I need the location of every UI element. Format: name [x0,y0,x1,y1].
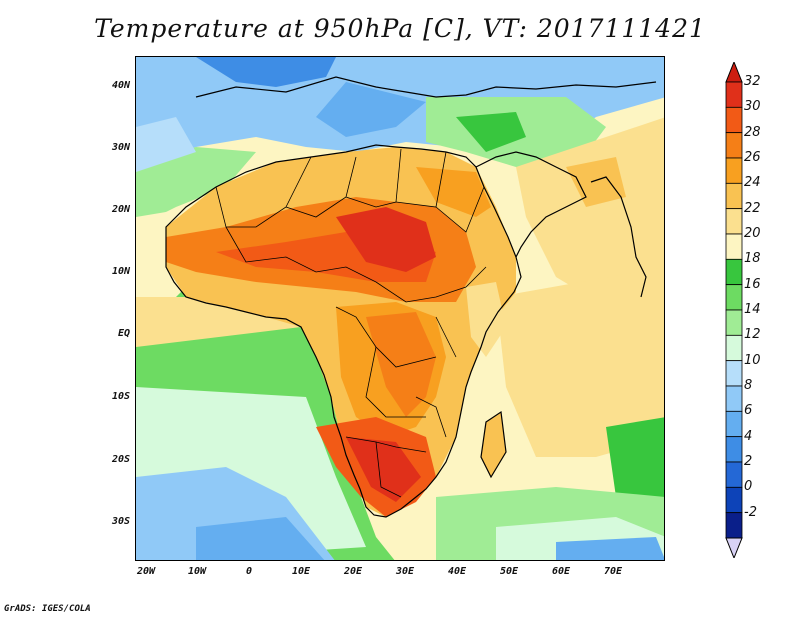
lat-label-10n: 10N [111,266,130,277]
indian-ocean-warm [496,267,664,457]
colorbar-label: 2 [744,454,753,469]
india-coastline [590,176,647,298]
indian-ocean-green [606,417,664,507]
colorbar-label: -2 [744,504,757,520]
colorbar-swatches [725,81,743,539]
colorbar-swatch [725,436,743,463]
colorbar-swatch [725,512,743,539]
colorbar-label: 28 [744,124,761,140]
arabia-coastline [475,151,587,258]
colorbar-swatch [725,157,743,184]
lat-label-40n: 40N [111,80,130,91]
colorbar-swatch [725,334,743,362]
colorbar-swatch [725,486,743,514]
colorbar-swatch [725,309,743,336]
colorbar-swatch [725,360,743,387]
lat-label-30s: 30S [111,516,130,527]
middle-east-green [456,112,526,152]
colorbar-swatch [725,410,743,438]
lon-label-20e: 20E [343,566,363,577]
arabia-warmer [566,157,626,207]
page-title: Temperature at 950hPa [C], VT: 201711142… [94,14,706,43]
colorbar-label: 24 [744,175,761,191]
colorbar-swatch [725,258,743,286]
lon-label-60e: 60E [551,566,571,577]
colorbar-label: 32 [744,74,761,89]
lat-label-eq: EQ [117,328,130,339]
colorbar-swatch [725,385,743,412]
colorbar-top-arrow [725,62,743,83]
southern-ocean-cold [556,537,664,560]
colorbar-swatch [725,284,743,311]
colorbar-swatch [725,132,743,159]
atlantic-cool [136,117,196,172]
colorbar-label: 12 [744,327,761,343]
lat-label-10s: 10S [111,391,130,402]
colorbar [725,62,743,558]
north-sahara-hot [416,167,491,217]
colorbar-label: 10 [744,352,761,368]
lon-label-70e: 70E [603,566,623,577]
madagascar [481,412,506,477]
lon-label-50e: 50E [499,566,519,577]
colorbar-swatch [725,461,743,488]
lat-label-20s: 20S [111,454,130,465]
lon-label-0: 0 [245,566,253,577]
colorbar-label: 30 [744,99,761,115]
mediterranean-sea [316,82,426,137]
colorbar-swatch [725,182,743,210]
colorbar-label: 22 [744,200,761,216]
map-canvas [136,57,664,560]
europe-coastline [195,76,657,98]
colorbar-swatch [725,208,743,235]
lon-label-30e: 30E [395,566,415,577]
east-africa-mild [466,282,506,357]
north-colder-zone [196,57,336,87]
colorbar-label: 18 [744,251,761,267]
colorbar-label: 26 [744,150,761,165]
africa-coastline [165,144,522,518]
congo-hotter [366,312,436,417]
lon-label-20w: 20W [136,566,156,577]
sahel-hottest [336,207,436,272]
lat-label-30n: 30N [111,142,130,153]
colorbar-label: 20 [744,226,761,241]
colorbar-label: 0 [744,479,753,495]
colorbar-swatch [725,81,743,108]
lon-label-40e: 40E [447,566,467,577]
colorbar-label: 8 [744,378,753,393]
coastlines [165,76,657,518]
colorbar-label: 16 [744,276,761,292]
colorbar-swatch [725,233,743,260]
atlantic-north-mild [136,147,256,227]
atlantic-south-colder [196,517,325,560]
colorbar-bottom-arrow [725,537,743,558]
lat-label-20n: 20N [111,204,130,215]
temperature-map [135,56,665,561]
colorbar-swatch [725,106,743,134]
lon-label-10w: 10W [187,566,207,577]
colorbar-label: 4 [744,428,753,444]
madagascar-coastline [480,410,507,479]
kalahari-hottest [346,437,421,502]
colorbar-label: 6 [744,403,753,419]
colorbar-label: 14 [744,302,761,317]
lon-label-10e: 10E [291,566,311,577]
country-borders [215,148,487,498]
footer-credit: GrADS: IGES/COLA [4,604,91,614]
